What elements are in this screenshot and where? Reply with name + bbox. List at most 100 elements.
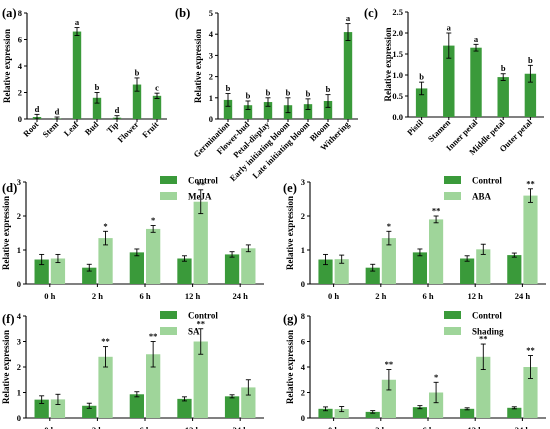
x-tick-label: 24 h <box>233 291 249 301</box>
bar <box>429 392 444 418</box>
legend-swatch <box>160 176 177 184</box>
panel-label: (a) <box>2 6 17 20</box>
x-tick-label: 24 h <box>233 425 249 429</box>
y-axis-label: Relative expression <box>383 27 393 101</box>
significance-label: d <box>55 107 60 117</box>
significance-label: d <box>115 105 120 115</box>
y-tick-label: 0 <box>18 114 22 124</box>
x-tick-label: Pistil <box>405 117 426 138</box>
bar <box>470 47 482 118</box>
legend-swatch <box>444 192 461 200</box>
y-tick-label: 0 <box>17 279 21 289</box>
bar <box>224 396 240 418</box>
legend-label: MeJA <box>188 192 212 202</box>
y-tick-label: 5 <box>209 8 213 18</box>
bar <box>507 407 522 418</box>
bar <box>381 379 396 418</box>
bar <box>323 100 333 119</box>
bar <box>507 255 522 284</box>
significance-label: b <box>528 55 533 65</box>
bar <box>34 259 49 284</box>
significance-label: * <box>103 221 107 231</box>
legend-swatch <box>444 176 461 184</box>
bar <box>50 258 66 284</box>
bar <box>524 73 537 117</box>
x-tick-label: 6 h <box>139 425 150 429</box>
y-tick-label: 8 <box>301 311 305 321</box>
significance-label: a <box>75 17 80 27</box>
y-tick-label: 4 <box>18 61 23 71</box>
bar <box>129 394 144 418</box>
significance-label: a <box>447 23 452 33</box>
x-tick-label: Flower <box>115 119 140 144</box>
x-tick-label: 0 h <box>328 291 339 301</box>
y-tick-label: 0.5 <box>392 91 403 101</box>
x-tick-label: 2 h <box>375 291 386 301</box>
x-tick-label: Leaf <box>62 119 81 138</box>
bar <box>343 32 353 119</box>
significance-label: b <box>246 90 251 100</box>
y-axis-label: Relative expression <box>1 196 11 270</box>
bar <box>429 219 444 284</box>
significance-label: d <box>35 104 40 114</box>
significance-label: ** <box>196 179 205 189</box>
y-tick-label: 2 <box>17 362 21 372</box>
bar <box>241 387 256 418</box>
x-tick-label: 2 h <box>375 425 386 429</box>
y-tick-label: 3 <box>301 177 305 187</box>
x-tick-label: Fruit <box>140 119 161 140</box>
bar <box>318 259 333 284</box>
bar <box>72 31 82 119</box>
bar <box>497 77 509 117</box>
bar <box>129 252 144 284</box>
significance-label: * <box>387 221 391 231</box>
bar <box>460 258 475 284</box>
panel-label: (c) <box>364 6 378 20</box>
significance-label: a <box>474 34 479 44</box>
legend-label: ABA <box>472 192 492 202</box>
y-tick-label: 2 <box>301 211 305 221</box>
x-tick-label: Stamen <box>426 117 453 144</box>
significance-label: b <box>95 82 100 92</box>
y-tick-label: 8 <box>18 8 22 18</box>
panel-a: (a)Relative expression02468RootdStemdLea… <box>2 6 167 144</box>
y-tick-label: 3 <box>17 177 21 187</box>
y-tick-label: 6 <box>18 35 22 45</box>
bar <box>365 267 380 284</box>
y-axis-label: Relative expression <box>2 29 12 103</box>
bar <box>146 354 161 418</box>
y-axis-label: Relative expression <box>285 330 295 404</box>
bar <box>443 45 455 117</box>
y-tick-label: 4 <box>209 29 214 39</box>
legend-swatch <box>444 311 461 319</box>
y-tick-label: 1 <box>301 245 305 255</box>
bar <box>523 195 538 284</box>
legend-label: Control <box>472 176 502 186</box>
x-tick-label: Root <box>21 119 41 139</box>
significance-label: c <box>155 83 159 93</box>
x-tick-label: 2 h <box>92 425 103 429</box>
bar <box>381 238 396 284</box>
significance-label: b <box>326 84 331 94</box>
significance-label: b <box>135 67 140 77</box>
panel-f: (f) Relative expression 0 1 2 3 4 0 h 2 h ** 6 h **… <box>1 311 264 429</box>
y-tick-label: 0.0 <box>392 112 403 122</box>
bar <box>223 99 233 119</box>
significance-label: b <box>419 72 424 82</box>
significance-label: b <box>286 87 291 97</box>
panel-b: (b)Relative expression012345Germinationb… <box>175 6 358 183</box>
bar <box>415 88 428 117</box>
x-tick-label: 0 h <box>44 425 55 429</box>
legend-swatch <box>160 192 177 200</box>
bar <box>476 356 491 418</box>
bar <box>365 411 380 418</box>
y-tick-label: 2 <box>18 88 22 98</box>
y-tick-label: 1.0 <box>392 70 403 80</box>
bar <box>82 267 97 284</box>
x-tick-label: 2 h <box>92 291 103 301</box>
legend-label: Control <box>188 176 218 186</box>
y-tick-label: 2 <box>209 72 213 82</box>
y-tick-label: 1 <box>17 245 21 255</box>
bar <box>98 238 113 284</box>
y-axis-label: Relative expression <box>193 29 203 103</box>
